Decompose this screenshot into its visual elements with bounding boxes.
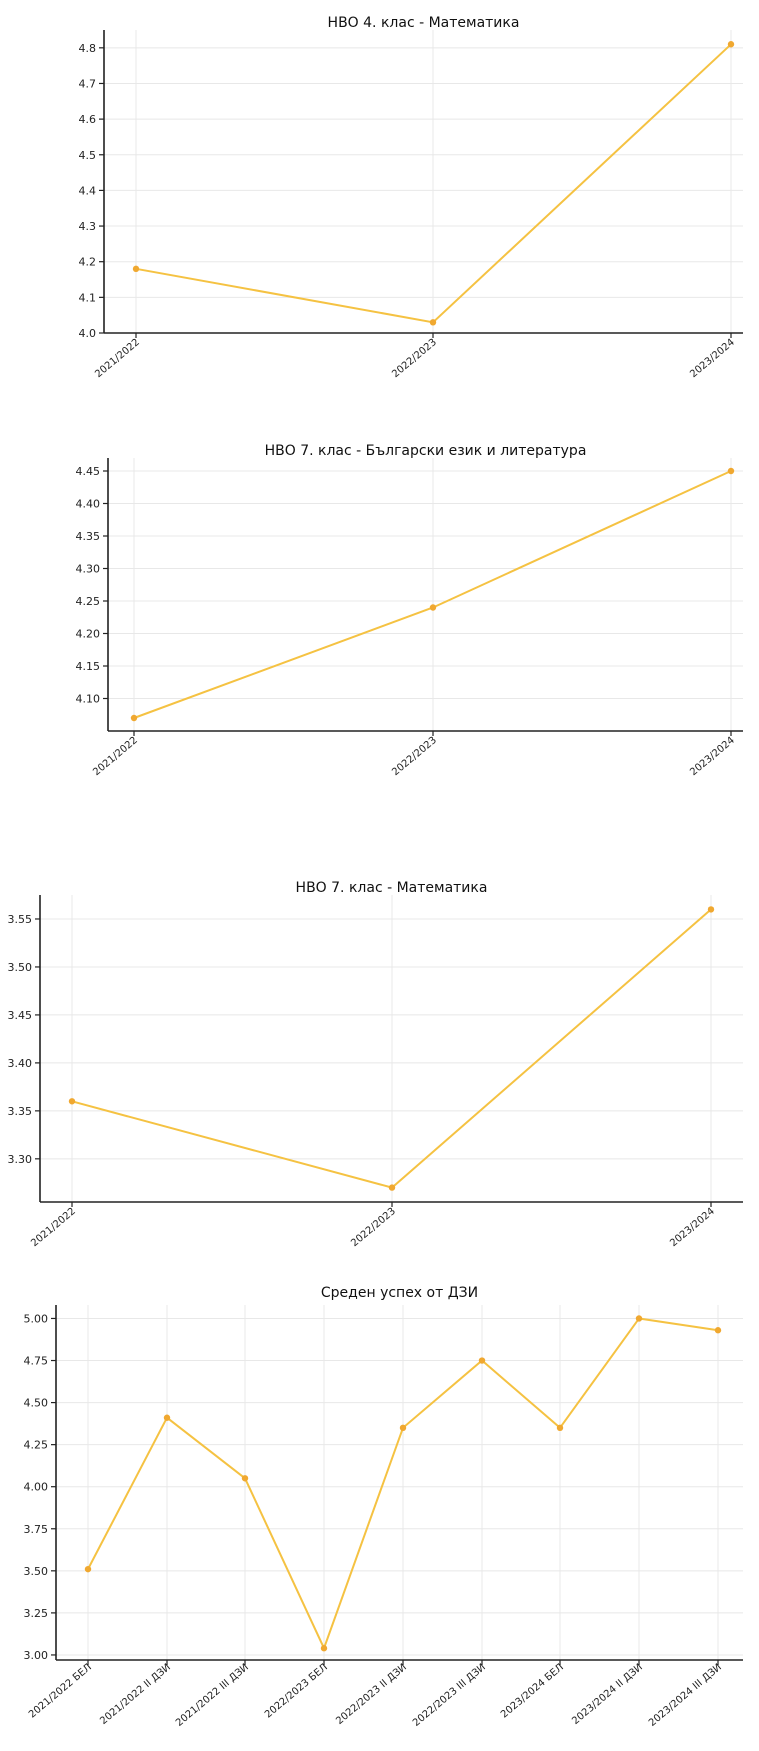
y-tick-label: 4.1 xyxy=(79,291,97,304)
data-point xyxy=(635,1315,643,1322)
y-tick-label: 4.2 xyxy=(79,256,97,269)
y-tick-label: 4.8 xyxy=(79,42,97,55)
y-tick-label: 4.3 xyxy=(79,220,97,233)
y-tick-label: 3.40 xyxy=(8,1057,33,1070)
data-point xyxy=(163,1414,171,1421)
data-point xyxy=(727,467,735,475)
chart-nvo7-bel: НВО 7. клас - Български език и литератур… xyxy=(76,443,743,778)
x-tick-label: 2023/2024 III ДЗИ xyxy=(647,1662,724,1729)
x-tick-label: 2022/2023 III ДЗИ xyxy=(411,1662,488,1729)
y-tick-label: 4.75 xyxy=(24,1355,49,1368)
y-tick-label: 3.25 xyxy=(24,1607,49,1620)
chart-title: НВО 4. клас - Математика xyxy=(328,15,520,31)
chart-dzi-average: Среден успех от ДЗИ 3.00 3.25 3.50 3.75 4.00… xyxy=(24,1285,743,1729)
data-point xyxy=(429,604,437,611)
y-tick-label: 4.7 xyxy=(79,77,97,90)
chart-nvo4-math: НВО 4. клас - Математика 4.0 4.1 4.2 4.3 4.4… xyxy=(79,15,743,380)
data-point xyxy=(727,41,735,48)
x-tick-label: 2023/2024 БЕЛ xyxy=(499,1662,566,1721)
y-tick-label: 4.15 xyxy=(76,660,101,673)
x-tick-label: 2023/2024 xyxy=(688,337,737,380)
y-tick-label: 4.25 xyxy=(24,1439,49,1452)
y-tick-label: 4.20 xyxy=(76,628,101,641)
data-point xyxy=(707,906,715,913)
x-tick-label: 2021/2022 xyxy=(93,337,142,380)
x-tick-label: 2022/2023 xyxy=(390,735,439,778)
y-tick-label: 4.10 xyxy=(76,693,101,706)
y-tick-label: 3.50 xyxy=(24,1565,49,1578)
x-tick-label: 2021/2022 xyxy=(29,1206,78,1249)
x-tick-label: 2021/2022 xyxy=(91,735,140,778)
y-tick-label: 3.35 xyxy=(8,1105,33,1118)
y-tick-label: 4.00 xyxy=(24,1481,49,1494)
x-tick-label: 2021/2022 III ДЗИ xyxy=(174,1662,251,1729)
x-tick-label: 2022/2023 xyxy=(349,1206,398,1249)
x-tick-label: 2022/2023 БЕЛ xyxy=(263,1662,330,1721)
y-tick-label: 3.45 xyxy=(8,1009,33,1022)
y-tick-label: 4.45 xyxy=(76,465,101,478)
data-point xyxy=(399,1424,407,1432)
y-tick-label: 4.35 xyxy=(76,530,101,543)
y-tick-label: 3.55 xyxy=(8,913,33,926)
data-point xyxy=(388,1184,396,1191)
data-point xyxy=(478,1357,486,1364)
y-tick-label: 4.30 xyxy=(76,563,101,576)
x-tick-label: 2021/2022 II ДЗИ xyxy=(98,1662,173,1727)
chart-title: НВО 7. клас - Български език и литератур… xyxy=(265,443,587,459)
chart-title: Среден успех от ДЗИ xyxy=(321,1285,478,1301)
data-point xyxy=(429,319,437,326)
x-tick-label: 2023/2024 II ДЗИ xyxy=(570,1662,645,1727)
y-tick-label: 3.00 xyxy=(24,1649,49,1662)
y-tick-label: 4.6 xyxy=(79,113,97,126)
y-tick-label: 3.75 xyxy=(24,1523,49,1536)
x-tick-label: 2023/2024 xyxy=(668,1206,717,1249)
y-tick-label: 5.00 xyxy=(24,1312,49,1325)
y-tick-label: 4.5 xyxy=(79,149,97,162)
data-point xyxy=(556,1424,564,1432)
y-tick-label: 4.0 xyxy=(79,327,97,340)
chart-nvo7-math: НВО 7. клас - Математика 3.30 3.35 3.40 3.4… xyxy=(8,880,743,1249)
x-tick-label: 2022/2023 II ДЗИ xyxy=(334,1662,409,1727)
data-point xyxy=(132,265,140,273)
y-tick-label: 4.40 xyxy=(76,498,101,511)
y-tick-label: 3.30 xyxy=(8,1153,33,1166)
data-point xyxy=(714,1327,722,1334)
data-point xyxy=(84,1565,92,1573)
data-point xyxy=(320,1645,328,1652)
y-tick-label: 4.4 xyxy=(79,184,97,197)
chart-title: НВО 7. клас - Математика xyxy=(296,880,488,896)
data-point xyxy=(130,714,138,722)
y-tick-label: 4.25 xyxy=(76,595,101,608)
data-point xyxy=(241,1475,249,1482)
y-tick-label: 3.50 xyxy=(8,961,33,974)
x-tick-label: 2023/2024 xyxy=(688,735,737,778)
y-tick-label: 4.50 xyxy=(24,1397,49,1410)
x-tick-label: 2021/2022 БЕЛ xyxy=(27,1662,94,1721)
x-tick-label: 2022/2023 xyxy=(390,337,439,380)
data-point xyxy=(68,1098,76,1105)
